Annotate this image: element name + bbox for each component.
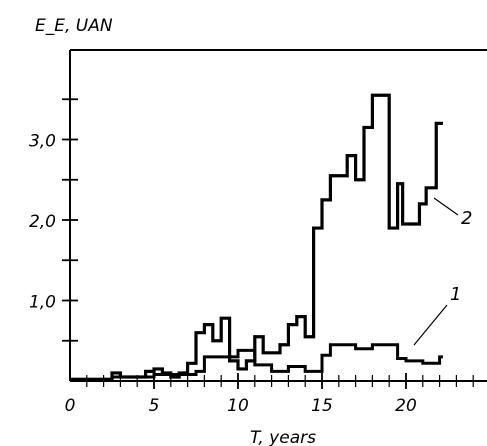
x-tick-label: 5	[149, 396, 160, 416]
series-lines: 12	[70, 93, 472, 381]
y-tick-label: 1,0	[29, 293, 56, 313]
series-1-label: 1	[450, 284, 461, 305]
series-2-line	[70, 93, 443, 381]
series-1-leader	[413, 304, 448, 346]
series-2-leader	[433, 197, 459, 216]
axes	[69, 49, 487, 382]
ticks	[62, 98, 474, 389]
series-2-label: 2	[461, 208, 472, 229]
x-tick-label: 10	[227, 396, 249, 416]
y-axis-title: E_E, UAN	[35, 16, 113, 36]
x-tick-label: 15	[311, 396, 333, 416]
tick-labels: 1,0 2,0 3,0 0 5 10 15 20	[29, 132, 417, 417]
x-axis-title: T, years	[250, 428, 316, 446]
x-tick-label: 20	[395, 396, 417, 416]
series-1-line	[70, 343, 443, 381]
y-tick-label: 2,0	[29, 212, 56, 232]
x-tick-label: 0	[65, 396, 76, 416]
y-tick-label: 3,0	[29, 132, 56, 152]
